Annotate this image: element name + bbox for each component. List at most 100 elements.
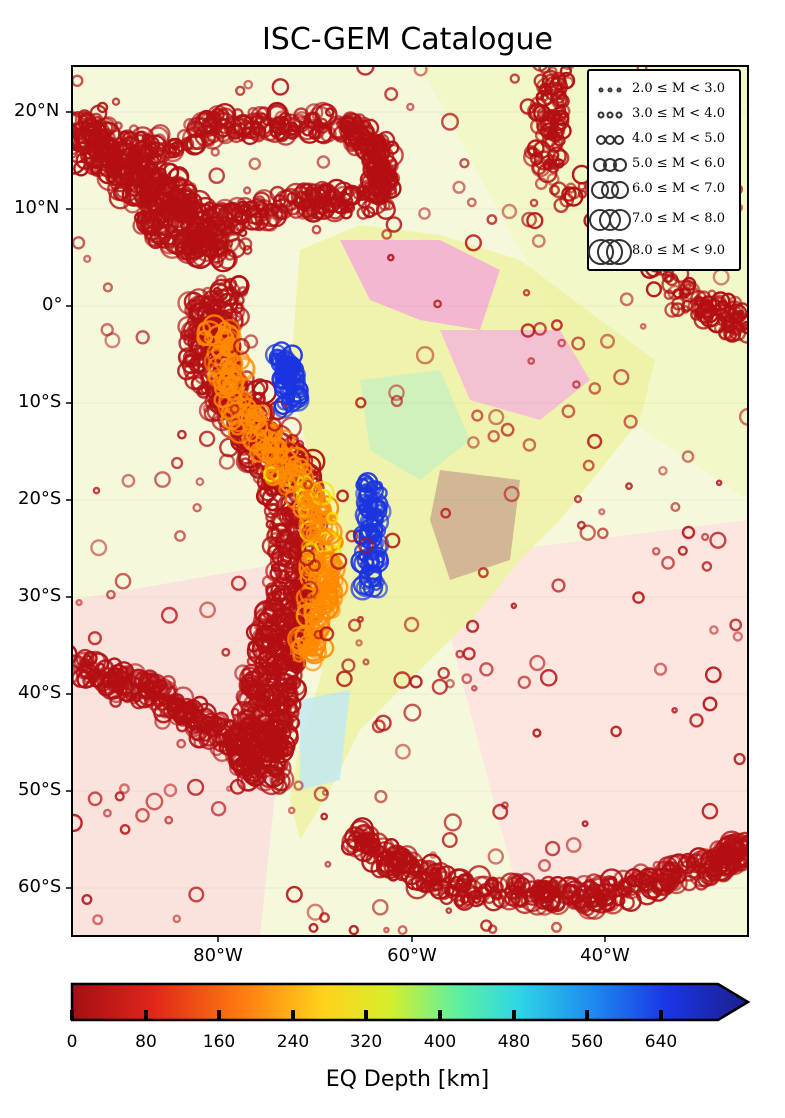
earthquake-marker: [174, 709, 193, 727]
earthquake-marker: [471, 409, 484, 422]
earthquake-marker: [441, 112, 460, 131]
earthquake-marker: [743, 844, 748, 856]
earthquake-marker: [248, 649, 258, 659]
earthquake-marker: [248, 157, 262, 171]
earthquake-marker: [72, 813, 83, 832]
earthquake-marker: [265, 497, 280, 512]
earthquake-marker: [252, 704, 267, 719]
lat-label-30s: 30°S: [18, 585, 62, 606]
earthquake-marker: [269, 566, 283, 580]
earthquake-marker: [587, 883, 610, 906]
earthquake-marker: [316, 155, 331, 169]
earthquake-marker: [145, 792, 164, 811]
earthquake-marker: [87, 652, 110, 674]
earthquake-marker: [147, 141, 161, 155]
earthquake-marker: [133, 211, 147, 224]
earthquake-marker: [289, 629, 308, 648]
lat-label-20s: 20°S: [18, 488, 62, 509]
earthquake-marker: [384, 87, 399, 102]
earthquake-marker: [123, 194, 142, 214]
earthquake-marker: [243, 670, 261, 688]
earthquake-marker: [189, 704, 199, 714]
earthquake-marker: [545, 154, 561, 170]
earthquake-marker: [510, 874, 526, 889]
earthquake-marker: [210, 107, 225, 123]
earthquake-marker: [689, 713, 704, 728]
colorbar: [70, 982, 751, 1022]
earthquake-marker: [285, 885, 303, 903]
earthquake-marker: [81, 654, 94, 666]
earthquake-marker: [533, 321, 547, 336]
earthquake-marker: [210, 801, 227, 817]
earthquake-marker: [170, 697, 180, 706]
earthquake-marker: [305, 526, 321, 542]
legend-label: 6.0 ≤ M < 7.0: [632, 181, 725, 196]
earthquake-marker: [403, 616, 420, 633]
earthquake-marker: [747, 315, 748, 319]
earthquake-marker: [326, 511, 339, 525]
legend-marker: [588, 239, 632, 265]
earthquake-marker: [336, 489, 349, 503]
earthquake-marker: [559, 192, 575, 208]
earthquake-marker: [77, 109, 92, 124]
earthquake-marker: [336, 670, 353, 688]
earthquake-marker: [455, 649, 465, 659]
earthquake-marker: [709, 625, 719, 635]
earthquake-marker: [557, 338, 567, 348]
earthquake-marker: [466, 619, 480, 633]
earthquake-marker: [374, 789, 388, 804]
earthquake-marker: [383, 199, 395, 211]
earthquake-marker: [571, 336, 586, 351]
earthquake-marker: [419, 865, 428, 873]
earthquake-marker: [610, 725, 622, 738]
earthquake-marker: [467, 436, 480, 449]
earthquake-marker: [522, 289, 531, 297]
earthquake-marker: [468, 875, 493, 900]
earthquake-marker: [355, 493, 373, 511]
earthquake-marker: [43, 134, 60, 151]
legend-entry: 2.0 ≤ M < 3.0: [588, 78, 740, 102]
central-green-region: [360, 370, 470, 480]
earthquake-marker: [42, 137, 62, 157]
earthquake-marker: [586, 883, 601, 899]
earthquake-marker: [576, 520, 586, 530]
colorbar-tick-label: 640: [644, 1032, 678, 1052]
earthquake-marker: [240, 754, 261, 775]
earthquake-marker: [356, 133, 367, 144]
earthquake-marker: [162, 143, 175, 156]
earthquake-marker: [116, 675, 136, 695]
earthquake-marker: [651, 547, 661, 556]
earthquake-marker: [397, 925, 408, 936]
earthquake-marker: [639, 322, 647, 330]
earthquake-marker: [383, 926, 390, 934]
earthquake-marker: [269, 758, 280, 769]
earthquake-marker: [195, 477, 205, 487]
earthquake-marker: [204, 719, 222, 737]
earthquake-marker: [625, 482, 633, 490]
earthquake-marker: [252, 767, 277, 792]
earthquake-marker: [386, 253, 395, 262]
earthquake-marker: [561, 186, 577, 202]
earthquake-marker: [274, 110, 291, 127]
earthquake-marker: [174, 237, 202, 265]
earthquake-marker: [286, 433, 300, 447]
earthquake-marker: [256, 725, 281, 750]
earthquake-marker: [189, 121, 201, 133]
earthquake-marker: [261, 536, 282, 556]
legend-marker: [598, 87, 622, 93]
earthquake-marker: [160, 606, 178, 624]
lat-label-50s: 50°S: [18, 779, 62, 800]
earthquake-marker: [176, 429, 187, 440]
earthquake-marker: [526, 139, 545, 158]
earthquake-marker: [365, 507, 385, 526]
earthquake-marker: [268, 521, 278, 532]
legend-entry: 5.0 ≤ M < 6.0: [588, 153, 740, 177]
earthquake-marker: [417, 859, 440, 882]
lat-label-0: 0°: [42, 294, 63, 315]
earthquake-marker: [371, 719, 386, 734]
earthquake-marker: [701, 561, 713, 572]
earthquake-marker: [513, 877, 531, 895]
colorbar-tick-label: 80: [135, 1032, 157, 1052]
earthquake-marker: [220, 365, 246, 391]
earthquake-marker: [249, 743, 261, 755]
